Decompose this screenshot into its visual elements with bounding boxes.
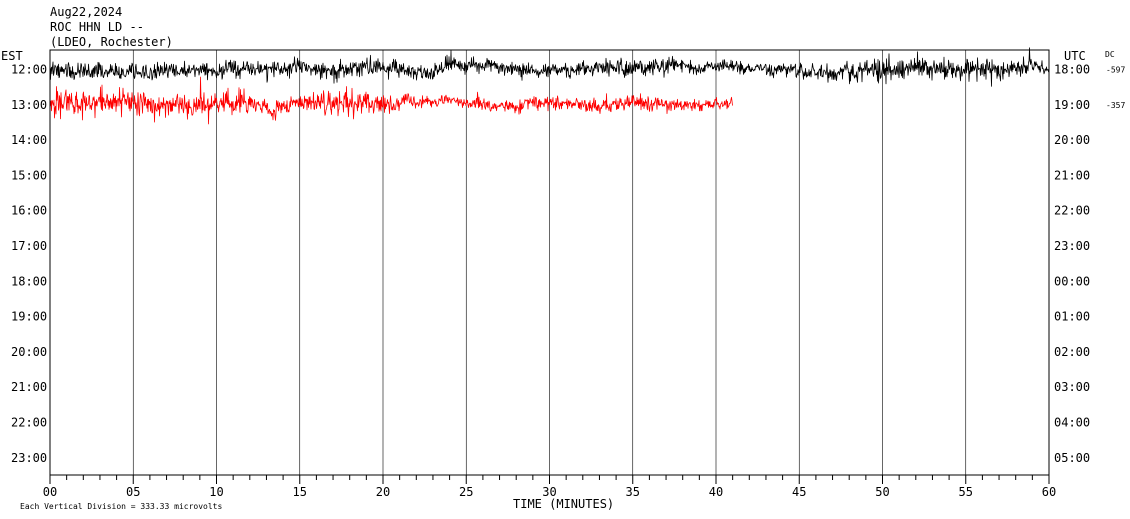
right-tick-label: 00:00 [1054, 274, 1090, 288]
x-tick-label: 20 [376, 485, 390, 499]
right-tick-label: 04:00 [1054, 416, 1090, 430]
scale-note: Each Vertical Division = 333.33 microvol… [20, 502, 222, 511]
x-tick-label: 00 [43, 485, 57, 499]
left-tick-label: 19:00 [11, 310, 47, 324]
x-tick-label: 50 [875, 485, 889, 499]
left-tick-label: 14:00 [11, 133, 47, 147]
right-tick-label: 03:00 [1054, 380, 1090, 394]
right-tick-label: 23:00 [1054, 239, 1090, 253]
left-tick-label: 15:00 [11, 168, 47, 182]
left-tick-label: 23:00 [11, 451, 47, 465]
grid-lines [132, 50, 967, 475]
right-tick-labels: 18:00 19:00 20:00 21:00 22:00 23:00 00:00 01:00… [1054, 63, 1090, 465]
dc-label: DC [1105, 50, 1115, 59]
left-tick-label: 22:00 [11, 416, 47, 430]
header-network: (LDEO, Rochester) [50, 35, 173, 49]
header-station: ROC HHN LD -- [50, 20, 144, 34]
traces [49, 47, 1050, 125]
x-tick-label: 60 [1042, 485, 1056, 499]
left-tick-label: 12:00 [11, 63, 47, 77]
x-tick-label: 40 [709, 485, 723, 499]
x-tick-label: 55 [959, 485, 973, 499]
x-tick-label: 45 [792, 485, 806, 499]
seismic-trace [49, 47, 1050, 87]
x-tick-label: 15 [293, 485, 307, 499]
x-tick-label: 10 [209, 485, 223, 499]
right-tick-label: 20:00 [1054, 133, 1090, 147]
left-tick-label: 16:00 [11, 204, 47, 218]
dc-offset-label: -597 [1106, 66, 1125, 75]
left-tick-label: 13:00 [11, 98, 47, 112]
x-tick-label: 35 [626, 485, 640, 499]
x-tick-label: 25 [459, 485, 473, 499]
right-tick-label: 02:00 [1054, 345, 1090, 359]
x-axis-label: TIME (MINUTES) [513, 497, 614, 511]
left-tick-labels: 12:00 13:00 14:00 15:00 16:00 17:00 18:00 19:00… [11, 63, 47, 465]
x-tick-label: 30 [542, 485, 556, 499]
right-tick-label: 22:00 [1054, 204, 1090, 218]
left-tick-label: 21:00 [11, 380, 47, 394]
x-axis-ticks: 00 05 10 15 20 25 30 35 40 45 50 55 60 [43, 475, 1056, 499]
dc-offset-label: -357 [1106, 101, 1125, 110]
header-date: Aug22,2024 [50, 5, 122, 19]
right-tick-label: 19:00 [1054, 98, 1090, 112]
left-axis-label: EST [1, 49, 23, 63]
right-tick-label: 05:00 [1054, 451, 1090, 465]
seismic-trace [49, 76, 733, 125]
left-tick-label: 18:00 [11, 274, 47, 288]
x-tick-label: 05 [126, 485, 140, 499]
right-tick-label: 21:00 [1054, 168, 1090, 182]
right-tick-label: 18:00 [1054, 63, 1090, 77]
right-axis-label: UTC [1064, 49, 1086, 63]
dc-offsets: -597 -357 [1106, 66, 1125, 110]
left-tick-label: 20:00 [11, 345, 47, 359]
right-tick-label: 01:00 [1054, 310, 1090, 324]
left-tick-label: 17:00 [11, 239, 47, 253]
